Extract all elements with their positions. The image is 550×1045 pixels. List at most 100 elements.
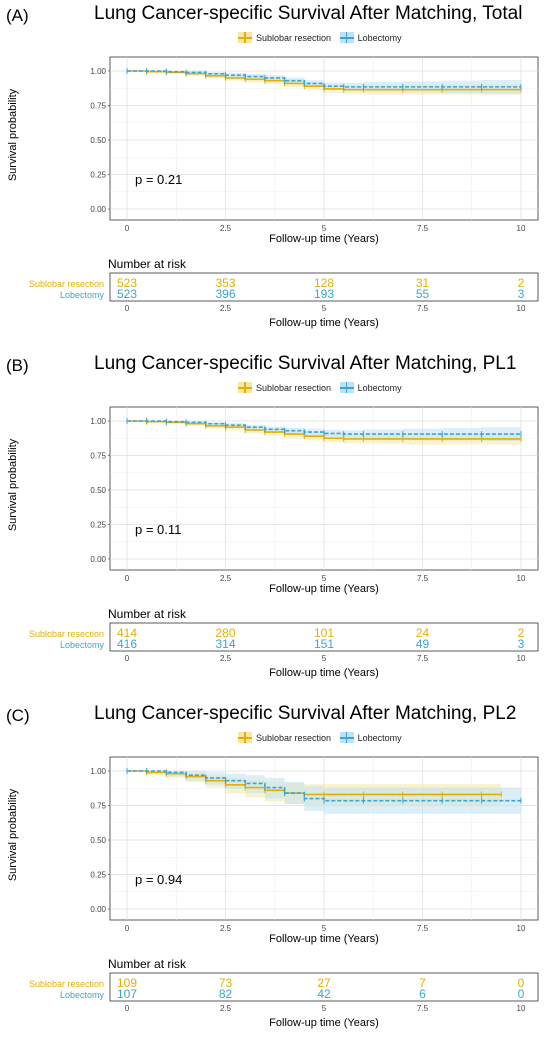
- risk-count-lobectomy: 0: [517, 987, 525, 1001]
- risk-table-frame: [109, 972, 539, 1002]
- p-value: p = 0.11: [135, 522, 182, 537]
- panel-label: (A): [6, 6, 29, 25]
- risk-count-sublobar: 280: [215, 626, 236, 640]
- risk-count-lobectomy: 523: [116, 287, 138, 301]
- risk-count-sublobar: 109: [116, 976, 138, 990]
- risk-x-tick-label: 10: [517, 1004, 526, 1013]
- legend-label: Sublobar resection: [256, 382, 332, 393]
- risk-row-label-sublobar: Sublobar resection: [28, 629, 104, 639]
- y-tick-label: 0.50: [90, 136, 106, 145]
- risk-row-label-lobectomy: Lobectomy: [59, 990, 104, 1000]
- x-tick-label: 5: [322, 224, 327, 233]
- risk-count-sublobar: 7: [419, 976, 426, 990]
- km-plot: 0.00 0.25 0.50 0.75 1.00 0 2.5 5 7.5 10 0 2.5 5 7.5 10: [90, 406, 539, 663]
- legend: Sublobar resection Lobectomy: [238, 32, 408, 44]
- risk-x-axis-label: Follow-up time (Years): [269, 1017, 379, 1029]
- y-tick-label: 0.00: [90, 905, 106, 914]
- legend-label: Sublobar resection: [256, 32, 332, 43]
- risk-table-title: Number at risk: [108, 607, 187, 621]
- p-value: p = 0.94: [135, 872, 183, 887]
- x-tick-label: 7.5: [417, 924, 429, 933]
- risk-table-title: Number at risk: [108, 957, 187, 971]
- risk-x-tick-label: 0: [125, 304, 130, 313]
- risk-count-lobectomy: 49: [415, 637, 430, 651]
- legend-label: Sublobar resection: [256, 732, 332, 743]
- x-tick-label: 7.5: [417, 224, 429, 233]
- y-tick-label: 1.00: [90, 67, 106, 76]
- legend-item-lobectomy: Lobectomy: [339, 382, 402, 394]
- risk-count-lobectomy: 314: [215, 637, 236, 651]
- km-plot: 0.00 0.25 0.50 0.75 1.00 0 2.5 5 7.5 10 0 2.5 5 7.5 10: [90, 756, 539, 1013]
- x-tick-label: 0: [125, 224, 130, 233]
- x-tick-label: 0: [125, 574, 130, 583]
- legend-swatch-lobectomy: [339, 382, 354, 394]
- risk-count-lobectomy: 82: [218, 987, 233, 1001]
- y-axis-label: Survival probability: [7, 88, 19, 182]
- x-tick-label: 10: [517, 574, 526, 583]
- risk-row-label-sublobar: Sublobar resection: [28, 979, 104, 989]
- risk-x-tick-label: 2.5: [220, 304, 232, 313]
- panel-b: (B) Lung Cancer-specific Survival After …: [0, 350, 550, 695]
- risk-count-lobectomy: 396: [215, 287, 236, 301]
- y-tick-label: 1.00: [90, 767, 106, 776]
- y-tick-label: 0.50: [90, 486, 106, 495]
- legend-label: Lobectomy: [357, 732, 402, 743]
- risk-count-lobectomy: 3: [517, 637, 525, 651]
- x-tick-label: 7.5: [417, 574, 429, 583]
- risk-count-lobectomy: 42: [317, 987, 331, 1001]
- risk-x-tick-label: 5: [322, 304, 327, 313]
- legend: Sublobar resection Lobectomy: [238, 382, 408, 394]
- risk-x-tick-label: 10: [517, 304, 526, 313]
- risk-x-tick-label: 5: [322, 1004, 327, 1013]
- y-tick-label: 0.75: [90, 452, 106, 461]
- y-tick-label: 0.50: [90, 836, 106, 845]
- risk-count-sublobar: 128: [313, 276, 335, 290]
- panel-label: (B): [6, 356, 29, 375]
- risk-count-sublobar: 27: [317, 976, 331, 990]
- y-axis-label: Survival probability: [7, 788, 19, 882]
- risk-x-tick-label: 7.5: [417, 654, 429, 663]
- risk-count-sublobar: 523: [116, 276, 138, 290]
- panel-label: (C): [6, 706, 30, 725]
- risk-x-tick-label: 7.5: [417, 1004, 429, 1013]
- y-tick-label: 0.25: [90, 171, 106, 180]
- legend-swatch-sublobar: [238, 32, 252, 44]
- x-tick-label: 10: [517, 924, 526, 933]
- legend-item-sublobar: Sublobar resection: [238, 32, 332, 44]
- risk-x-tick-label: 0: [125, 654, 130, 663]
- risk-x-tick-label: 5: [322, 654, 327, 663]
- risk-x-tick-label: 10: [517, 654, 526, 663]
- chart-title: Lung Cancer-specific Survival After Matc…: [94, 3, 523, 24]
- x-tick-label: 0: [125, 924, 130, 933]
- km-plot: 0.00 0.25 0.50 0.75 1.00 0 2.5 5 7.5 10 0 2.5 5 7.5 10: [90, 56, 539, 313]
- x-tick-label: 2.5: [220, 224, 232, 233]
- risk-x-tick-label: 2.5: [220, 654, 232, 663]
- panel-c: (C) Lung Cancer-specific Survival After …: [0, 700, 550, 1045]
- x-axis-label: Follow-up time (Years): [269, 933, 379, 945]
- risk-row-label-lobectomy: Lobectomy: [59, 290, 104, 300]
- chart-title: Lung Cancer-specific Survival After Matc…: [94, 703, 517, 724]
- risk-x-tick-label: 7.5: [417, 304, 429, 313]
- risk-count-sublobar: 2: [517, 276, 525, 290]
- risk-x-tick-label: 0: [125, 1004, 130, 1013]
- x-tick-label: 2.5: [220, 574, 232, 583]
- x-tick-label: 2.5: [220, 924, 232, 933]
- y-tick-label: 1.00: [90, 417, 106, 426]
- legend-item-sublobar: Sublobar resection: [238, 382, 332, 394]
- y-tick-label: 0.75: [90, 102, 106, 111]
- legend-item-lobectomy: Lobectomy: [339, 32, 402, 44]
- chart-title: Lung Cancer-specific Survival After Matc…: [94, 353, 517, 374]
- risk-count-sublobar: 101: [313, 626, 335, 640]
- legend-swatch-sublobar: [238, 732, 252, 744]
- risk-count-lobectomy: 416: [116, 637, 138, 651]
- y-axis-label: Survival probability: [7, 438, 19, 532]
- legend-item-sublobar: Sublobar resection: [238, 732, 332, 744]
- risk-count-lobectomy: 3: [517, 287, 525, 301]
- y-tick-label: 0.00: [90, 205, 106, 214]
- panel-a: (A) Lung Cancer-specific Survival After …: [0, 0, 550, 345]
- risk-table-frame: [109, 622, 539, 652]
- risk-x-axis-label: Follow-up time (Years): [269, 317, 379, 329]
- risk-count-lobectomy: 6: [419, 987, 426, 1001]
- legend-label: Lobectomy: [357, 32, 402, 43]
- x-tick-label: 5: [322, 574, 327, 583]
